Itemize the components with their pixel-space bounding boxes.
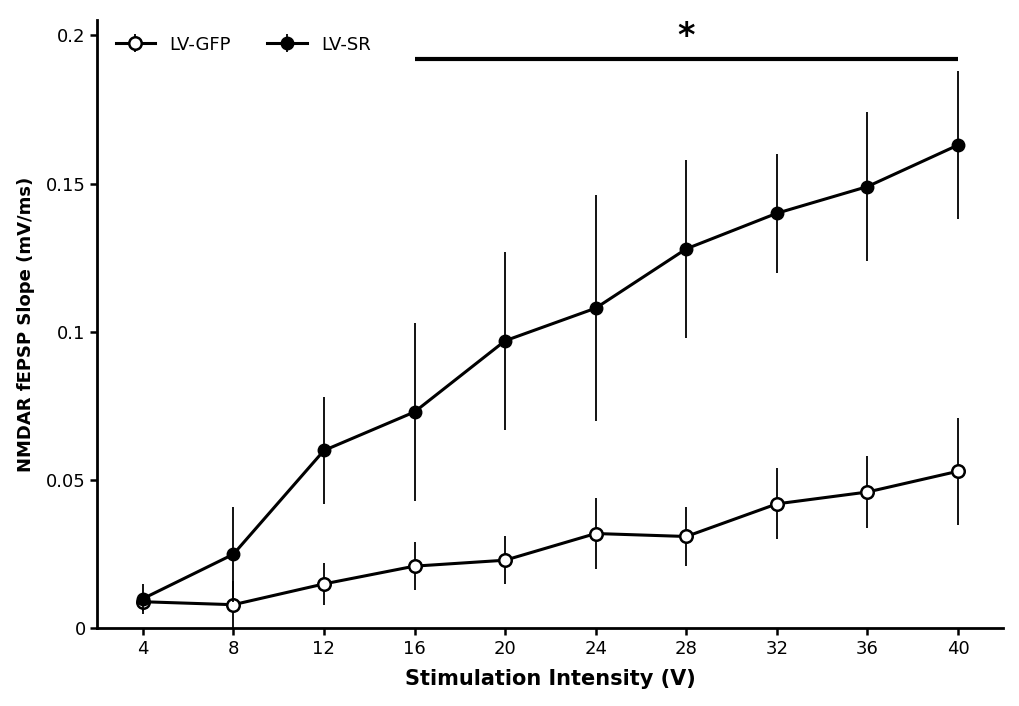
Y-axis label: NMDAR fEPSP Slope (mV/ms): NMDAR fEPSP Slope (mV/ms) xyxy=(16,176,35,472)
X-axis label: Stimulation Intensity (V): Stimulation Intensity (V) xyxy=(405,669,695,689)
Legend: LV-GFP, LV-SR: LV-GFP, LV-SR xyxy=(115,35,371,54)
Text: *: * xyxy=(677,20,694,53)
